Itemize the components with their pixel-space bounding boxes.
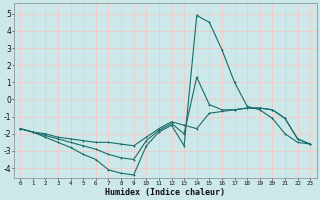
X-axis label: Humidex (Indice chaleur): Humidex (Indice chaleur) [105,188,225,197]
